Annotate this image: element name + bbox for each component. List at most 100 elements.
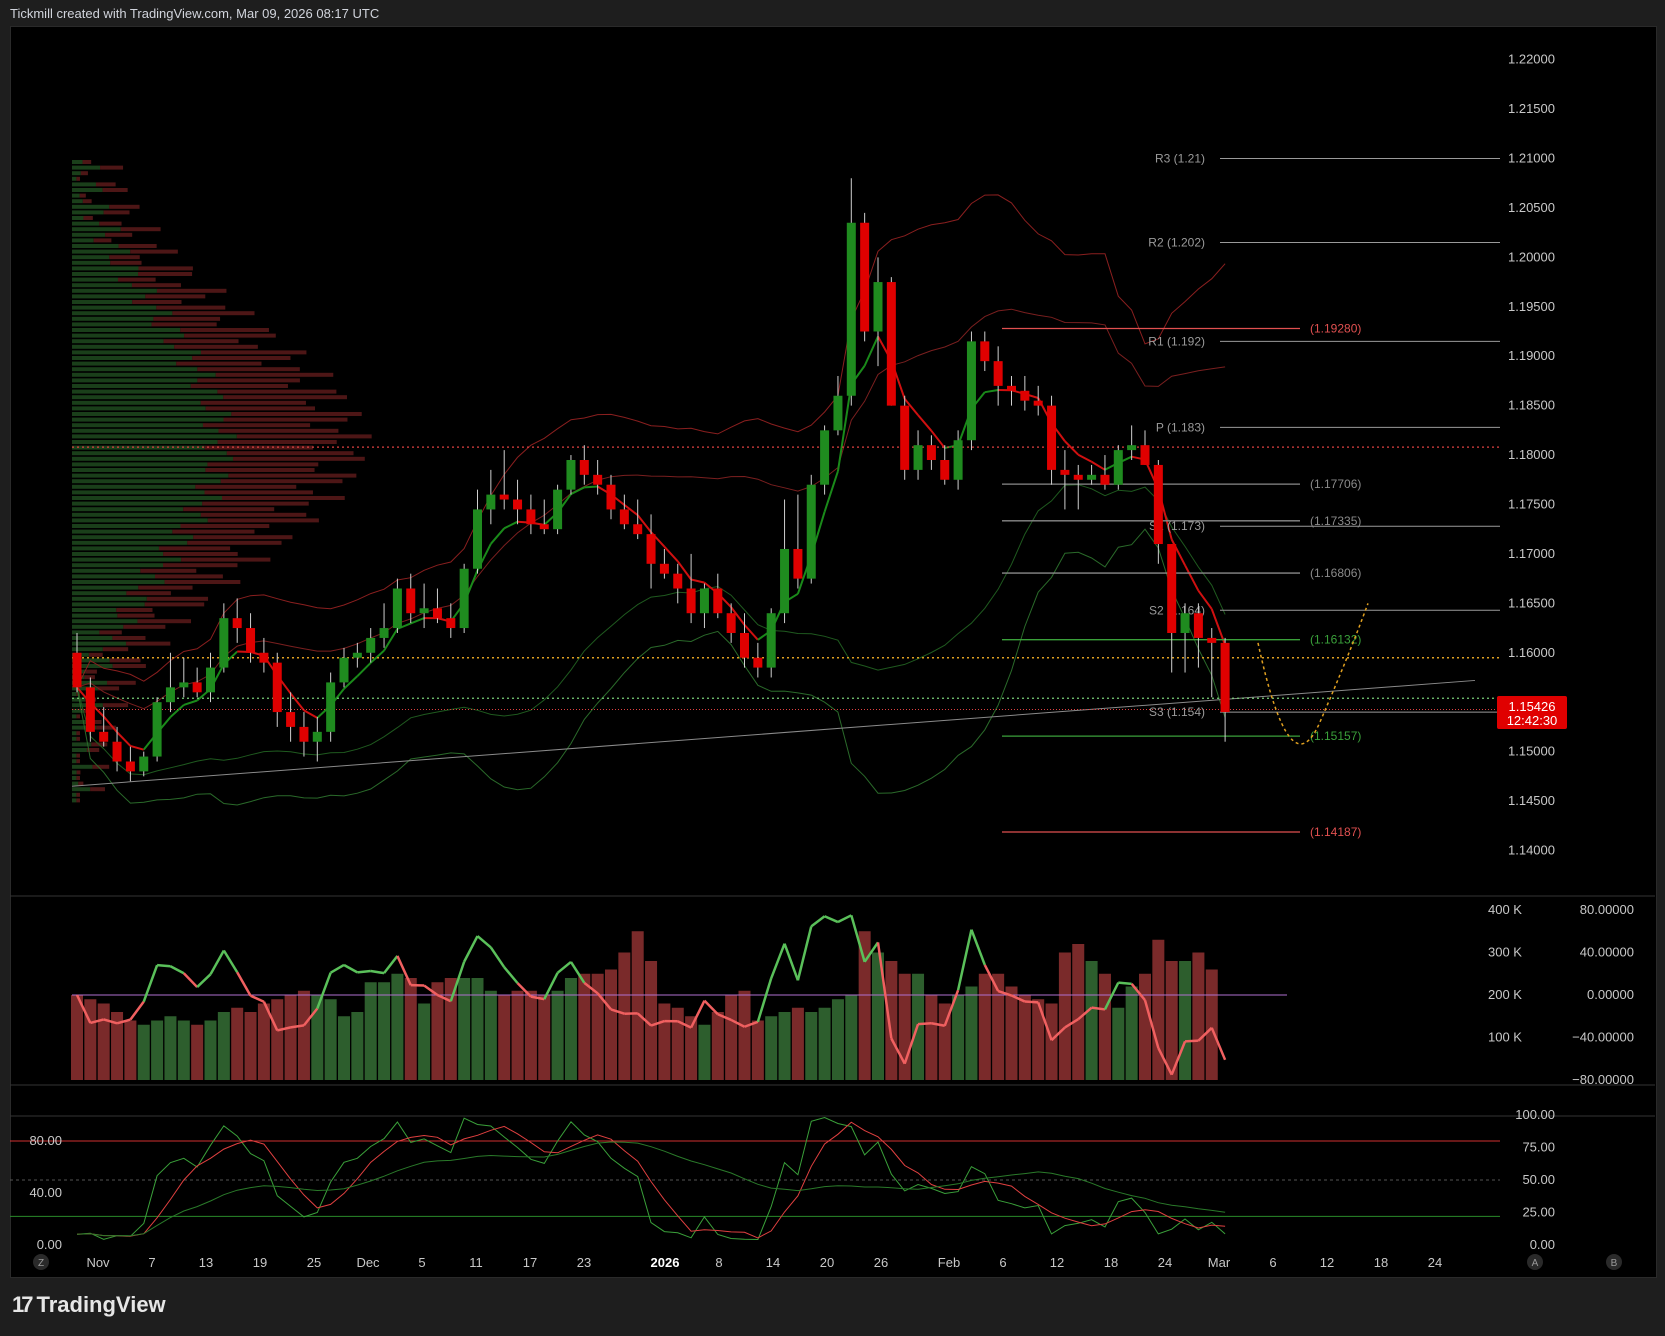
profile-bar-sell: [205, 468, 315, 472]
ema-segment: [823, 470, 839, 513]
oscillator-segment: [1118, 981, 1132, 986]
profile-bar-sell: [226, 451, 354, 456]
oscillator-segment: [650, 1019, 665, 1027]
ema-segment: [623, 504, 639, 516]
price-axis-tick: 1.21500: [1508, 101, 1555, 116]
oscillator-segment: [222, 949, 239, 973]
profile-bar-buy: [72, 221, 100, 226]
candle-body: [406, 588, 416, 614]
oscillator-segment: [569, 961, 586, 984]
stoch-slow-line: [76, 1141, 1226, 1237]
profile-bar-sell: [183, 507, 275, 512]
profile-bar-buy: [72, 720, 89, 724]
candle-body: [1193, 613, 1203, 638]
pivot-label: S1 (1.173): [1149, 519, 1205, 533]
oscillator-segment: [943, 989, 960, 1027]
volume-bar: [137, 1024, 150, 1080]
profile-bar-buy: [72, 568, 141, 573]
price-axis-tick: 1.16000: [1508, 645, 1555, 660]
oscillator-segment: [689, 1000, 706, 1029]
oscillator-segment: [90, 1018, 105, 1025]
ema-segment: [930, 430, 946, 449]
profile-bar-sell: [153, 316, 221, 321]
volume-bar: [564, 978, 577, 1080]
stoch-k-line: [76, 1116, 1226, 1241]
profile-bar-buy: [72, 384, 191, 388]
pivot-label: P (1.183): [1156, 420, 1205, 434]
candle-body: [499, 494, 509, 500]
profile-bar-sell: [187, 540, 282, 545]
profile-bar-sell: [86, 748, 100, 752]
ema-segment: [636, 514, 652, 533]
profile-bar-sell: [217, 389, 337, 394]
profile-bar-sell: [195, 484, 297, 489]
oscillator-segment: [837, 914, 852, 924]
volume-bar: [751, 1020, 764, 1080]
oscillator-segment: [182, 972, 199, 988]
oscillator-segment: [370, 969, 385, 975]
oscillator-segment: [169, 965, 185, 975]
tradingview-logo[interactable]: 17 TradingView: [12, 1292, 166, 1318]
profile-bar-sell: [158, 546, 231, 551]
lower-band-inner: [76, 484, 1226, 776]
candle-body: [646, 534, 656, 564]
candle-body: [85, 687, 95, 732]
profile-bar-sell: [202, 423, 311, 428]
price-axis-tick: 1.20500: [1508, 200, 1555, 215]
profile-bar-sell: [205, 406, 316, 411]
volume-axis-tick: 200 K: [1488, 987, 1522, 1002]
profile-bar-sell: [220, 479, 343, 484]
profile-bar-buy: [72, 574, 155, 579]
candle-body: [993, 361, 1003, 386]
volume-bar: [191, 1024, 204, 1080]
volume-bar: [1192, 952, 1205, 1080]
profile-bar-buy: [72, 613, 118, 618]
profile-bar-sell: [82, 160, 92, 164]
time-axis-tick: 11: [469, 1255, 483, 1270]
fib-level-label: (1.17335): [1310, 514, 1361, 528]
candle-body: [513, 499, 523, 510]
profile-bar-buy: [72, 619, 138, 624]
profile-bar-buy: [72, 552, 164, 556]
profile-bar-buy: [72, 697, 86, 702]
b-button-label: B: [1611, 1258, 1618, 1269]
ema-segment: [102, 715, 118, 733]
profile-bar-buy: [72, 322, 152, 327]
candle-body: [286, 712, 296, 727]
profile-bar-sell: [102, 188, 128, 192]
profile-bar-sell: [82, 199, 92, 204]
profile-bar-buy: [72, 277, 118, 282]
candle-body: [112, 741, 122, 762]
candle-body: [699, 588, 709, 614]
profile-bar-buy: [72, 300, 133, 304]
stoch-right-tick: 0.00: [1530, 1237, 1555, 1252]
profile-bar-sell: [90, 787, 105, 792]
profile-bar-sell: [79, 193, 86, 198]
profile-bar-sell: [103, 210, 130, 215]
volume-bar: [1139, 973, 1151, 1080]
profile-bar-buy: [72, 423, 203, 428]
auto-scale-button[interactable]: [1527, 1254, 1543, 1270]
candle-body: [806, 484, 816, 579]
profile-bar-sell: [76, 776, 80, 780]
oscillator-segment: [1091, 1006, 1106, 1011]
ema-segment: [410, 617, 425, 625]
profile-bar-sell: [132, 300, 182, 304]
profile-bar-buy: [72, 630, 100, 635]
volume-bar: [685, 1016, 698, 1080]
volume-bar: [965, 986, 978, 1080]
volume-bar: [818, 1007, 831, 1080]
b-button[interactable]: [1606, 1254, 1622, 1270]
volume-bar: [1205, 969, 1218, 1080]
stochastic-pane: [10, 1116, 1500, 1241]
last-price-tag: [1497, 696, 1567, 729]
fib-level-label: (1.14187): [1310, 825, 1361, 839]
profile-bar-buy: [72, 664, 113, 668]
zoom-button[interactable]: [33, 1254, 49, 1270]
oscillator-segment: [142, 964, 159, 1003]
profile-bar-buy: [72, 759, 77, 764]
time-axis-tick: Feb: [938, 1255, 960, 1270]
profile-bar-buy: [72, 456, 234, 461]
oscillator-segment: [756, 977, 773, 1023]
